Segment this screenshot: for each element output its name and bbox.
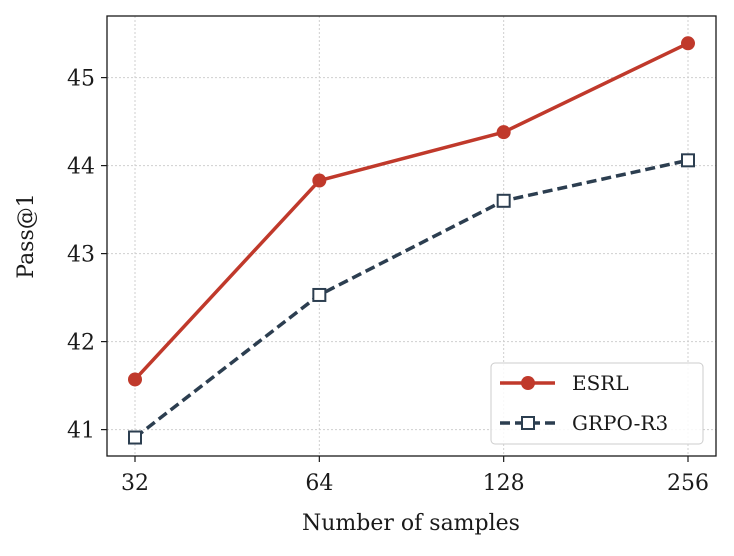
legend-esrl-label: ESRL [572,371,629,395]
x-tick-label: 32 [121,471,149,496]
data-point-grpo-r3 [128,430,142,445]
legend-grpo-label: GRPO-R3 [572,411,668,435]
x-tick-label: 256 [667,471,709,496]
axis-ticks: 32 64 128 256 41 42 43 44 45 [67,67,709,496]
legend: ESRL GRPO-R3 [490,362,704,445]
y-tick-label: 42 [67,331,95,356]
y-tick-label: 44 [67,155,95,180]
y-axis-title: Pass@1 [14,193,39,279]
grid-lines [107,16,716,456]
series-group [128,36,695,445]
data-point-grpo-r3 [681,153,695,168]
legend-esrl-marker [521,376,535,390]
data-point-esrl [312,173,327,188]
y-tick-label: 41 [67,419,95,444]
x-tick-label: 64 [305,471,333,496]
series-line-grpo-r3 [133,158,689,439]
x-axis-title: Number of samples [302,511,520,536]
y-tick-label: 45 [67,67,95,92]
data-point-esrl [128,372,142,387]
data-point-grpo-r3 [312,287,327,302]
y-tick-label: 43 [67,243,95,268]
data-point-grpo-r3 [496,193,511,208]
x-tick-label: 128 [483,471,525,496]
plot-frame [106,15,717,457]
legend-grpo-marker [521,416,535,430]
series-line-esrl [133,41,689,381]
data-point-esrl [496,125,511,140]
data-point-esrl [681,36,695,51]
